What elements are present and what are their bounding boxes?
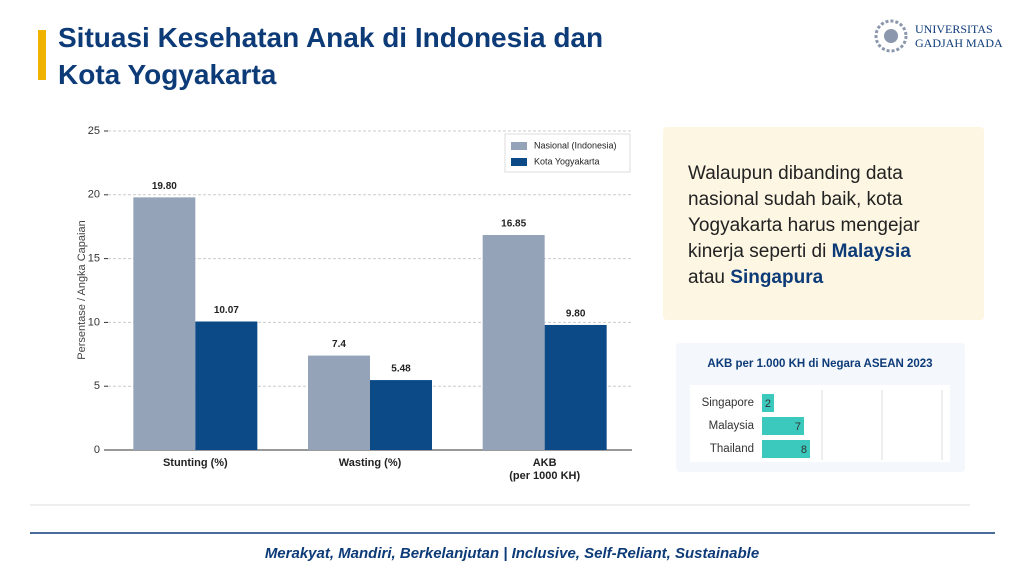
callout-text: Walaupun dibanding data nasional sudah b… <box>688 163 920 262</box>
bar <box>762 417 804 435</box>
slide-title: Situasi Kesehatan Anak di Indonesia dan K… <box>58 22 603 90</box>
bar <box>762 394 774 412</box>
value-label: 2 <box>765 398 771 410</box>
legend-swatch <box>511 158 527 166</box>
y-tick-label: 25 <box>88 125 100 137</box>
bar <box>762 440 810 458</box>
footer-tagline: Merakyat, Mandiri, Berkelanjutan | Inclu… <box>265 545 759 562</box>
x-tick-label: Wasting (%) <box>339 457 402 469</box>
bar <box>308 355 370 450</box>
callout: Walaupun dibanding data nasional sudah b… <box>663 127 984 320</box>
legend-label: Kota Yogyakarta <box>534 156 600 166</box>
bar <box>482 234 545 450</box>
accent-bar <box>38 30 46 80</box>
highlight: Malaysia <box>831 241 911 262</box>
bar <box>370 380 432 450</box>
value-label: 16.85 <box>501 219 526 230</box>
value-label: 5.48 <box>391 364 411 375</box>
value-label: 7 <box>795 421 801 433</box>
value-label: 19.80 <box>152 181 177 192</box>
value-label: 8 <box>801 444 807 456</box>
y-tick-label: 15 <box>88 253 100 265</box>
logo: UNIVERSITAS GADJAH MADA <box>874 19 1003 53</box>
y-tick-label: Singapore <box>702 397 754 409</box>
chart-plot <box>690 385 950 462</box>
y-axis-label: Persentase / Angka Capaian <box>76 220 88 359</box>
y-tick-label: Malaysia <box>709 420 755 432</box>
y-tick-label: 20 <box>88 189 100 201</box>
value-label: 7.4 <box>332 339 346 350</box>
logo-text: UNIVERSITAS <box>915 22 993 36</box>
x-tick-label: AKB (per 1000 KH) <box>509 457 580 482</box>
callout-text: atau <box>688 267 725 288</box>
y-tick-label: 0 <box>94 444 100 456</box>
value-label: 10.07 <box>214 305 239 316</box>
bar <box>195 321 258 450</box>
y-tick-label: Thailand <box>710 443 754 455</box>
chart-title: AKB per 1.000 KH di Negara ASEAN 2023 <box>707 358 932 370</box>
y-tick-label: 5 <box>94 380 100 392</box>
highlight: Singapura <box>730 267 824 288</box>
legend-swatch <box>511 142 527 150</box>
bar <box>133 197 196 450</box>
logo-text: GADJAH MADA <box>915 36 1003 50</box>
x-tick-label: Stunting (%) <box>163 457 228 469</box>
y-tick-label: 10 <box>88 316 100 328</box>
bar <box>544 324 607 450</box>
value-label: 9.80 <box>566 309 586 320</box>
legend-label: Nasional (Indonesia) <box>534 140 617 150</box>
